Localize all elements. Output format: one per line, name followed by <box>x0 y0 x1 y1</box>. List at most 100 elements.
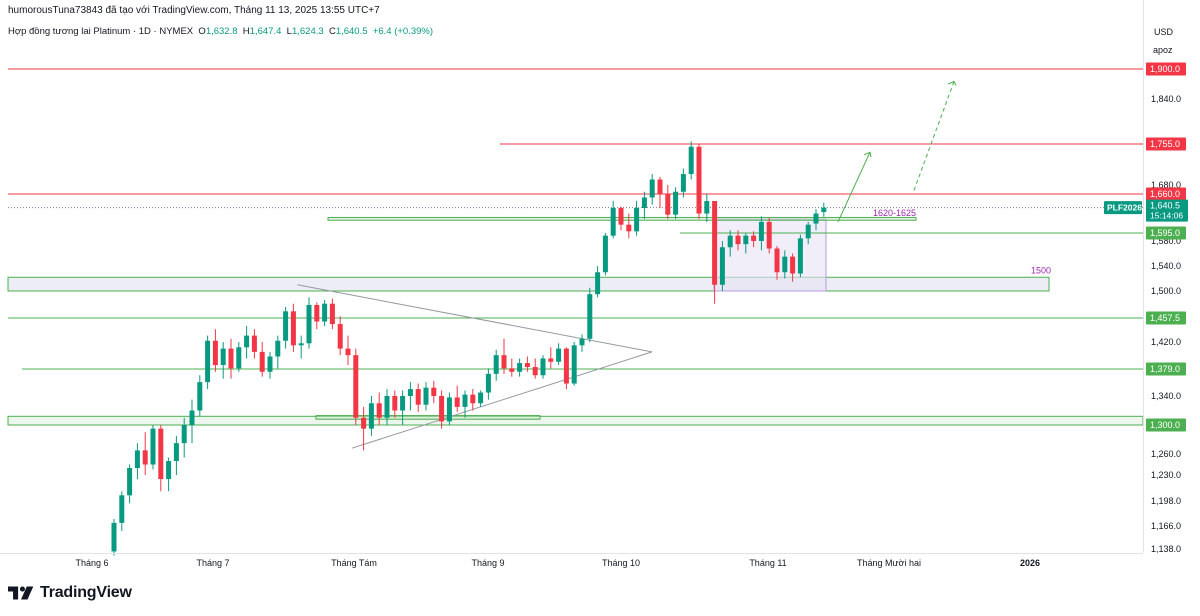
candle-body <box>727 235 733 248</box>
candle-body <box>478 392 484 404</box>
candle-body <box>337 324 343 349</box>
candle-body <box>259 351 265 372</box>
candle-body <box>485 373 491 393</box>
candle-body <box>384 396 390 418</box>
candle-body <box>610 208 616 236</box>
horizontal-levels-layer <box>8 68 1143 426</box>
level-price-label: 1,900.0 <box>1150 64 1180 74</box>
candle-body <box>618 208 624 225</box>
base-zone <box>315 415 541 420</box>
candle-body <box>587 294 593 339</box>
candle-body <box>361 417 367 429</box>
candle-body <box>290 311 296 346</box>
ohlc-open: O1,632.8 <box>198 26 238 37</box>
candle-body <box>368 403 374 429</box>
ohlc-low: L1,624.3 <box>286 26 324 37</box>
candle-body <box>634 208 640 232</box>
axes-layer: 1,840.0 1,680.0 1,580.0 1,540.0 1,500.0 1,420… <box>0 0 1181 568</box>
drawings-layer: 1620-1625 1500 <box>297 80 1051 449</box>
candlestick-chart[interactable]: 1620-1625 1500 1,840.0 1,680.0 1,580.0 1,540… <box>0 0 1200 580</box>
candle-body <box>236 347 242 369</box>
candle-body <box>306 304 312 344</box>
candle-body <box>111 522 117 552</box>
candle-body <box>298 343 304 346</box>
x-tick-label: Tháng Mười hai <box>857 558 921 568</box>
y-tick-label: 1,138.0 <box>1151 544 1181 554</box>
candle-body <box>407 389 413 396</box>
tradingview-logo-icon <box>8 586 34 600</box>
candle-body <box>470 394 476 404</box>
symbol-legend: Hợp đồng tương lai Platinum · 1D · NYMEX… <box>8 26 433 37</box>
candle-body <box>345 348 351 356</box>
candle-body <box>797 238 803 274</box>
support-zone-1300 <box>7 415 1144 426</box>
candle-body <box>158 428 164 480</box>
support-zone-1500 <box>7 276 1050 292</box>
candle-body <box>509 368 515 372</box>
candle-body <box>439 396 445 422</box>
candle-body <box>517 363 523 372</box>
candle-body <box>127 468 133 496</box>
candle-body <box>220 348 226 366</box>
candle-body <box>680 174 686 192</box>
y-tick-label: 1,580.0 <box>1151 236 1181 246</box>
candle-body <box>649 179 655 198</box>
x-tick-label: Tháng 11 <box>749 558 786 568</box>
candle-body <box>251 335 257 352</box>
level-price-label: 1,755.0 <box>1150 139 1180 149</box>
y-tick-label: 1,230.0 <box>1151 470 1181 480</box>
level-price-label-bg <box>1146 137 1186 151</box>
candle-body <box>454 397 460 407</box>
last-price-label-bg <box>1146 199 1188 222</box>
projection-arrow <box>837 151 871 223</box>
candle-body <box>173 443 179 461</box>
level-price-label: 1,595.0 <box>1150 228 1180 238</box>
candle-body <box>743 235 749 245</box>
candle-body <box>166 461 172 480</box>
x-tick-label: Tháng 10 <box>602 558 640 568</box>
candle-body <box>641 197 647 208</box>
y-tick-label: 1,680.0 <box>1151 180 1181 190</box>
tradingview-logo[interactable]: TradingView <box>8 584 132 602</box>
candle-body <box>626 224 632 232</box>
projection-arrowhead <box>863 151 872 158</box>
level-price-label-bg <box>1146 362 1186 376</box>
price-labels-layer: 1,900.0 1,755.0 1,660.0 1,595.0 1,457.5 1,379… <box>1104 62 1188 432</box>
candle-body <box>751 235 757 241</box>
symbol-tag-bg <box>1104 201 1142 215</box>
candle-body <box>205 340 211 383</box>
y-tick-label: 1,260.0 <box>1151 449 1181 459</box>
candle-body <box>712 201 718 285</box>
candle-body <box>493 355 499 374</box>
candle-body <box>556 348 562 362</box>
projection-dashed-arrowhead <box>947 80 957 86</box>
projection-dashed <box>913 81 955 191</box>
candle-body <box>571 345 577 384</box>
countdown-timer: 15:14:06 <box>1150 211 1183 221</box>
symmetrical-triangle <box>297 284 653 449</box>
candle-body <box>782 256 788 273</box>
candles-layer <box>111 141 827 556</box>
candle-body <box>790 256 796 274</box>
candle-body <box>540 358 546 376</box>
symbol-title[interactable]: Hợp đồng tương lai Platinum · 1D · NYMEX <box>8 26 194 37</box>
candle-body <box>688 146 694 175</box>
y-tick-label: 1,500.0 <box>1151 286 1181 296</box>
candle-body <box>376 403 382 418</box>
zones-layer <box>7 216 1144 426</box>
y-tick-label: 1,166.0 <box>1151 521 1181 531</box>
candle-body <box>119 495 125 523</box>
x-tick-label: Tháng Tám <box>331 558 377 568</box>
currency-label[interactable]: USD <box>1154 27 1174 37</box>
candle-body <box>548 358 554 362</box>
candle-body <box>735 235 741 245</box>
y-tick-label: 1,420.0 <box>1151 337 1181 347</box>
candle-body <box>657 179 663 194</box>
candle-body <box>602 235 608 273</box>
y-tick-label: 1,540.0 <box>1151 261 1181 271</box>
candle-body <box>704 201 710 214</box>
scale-mode-label[interactable]: apoz <box>1153 45 1173 55</box>
ohlc-close: C1,640.5 <box>328 26 368 37</box>
last-price-value: 1,640.5 <box>1150 201 1180 211</box>
x-tick-label: 2026 <box>1020 558 1040 568</box>
